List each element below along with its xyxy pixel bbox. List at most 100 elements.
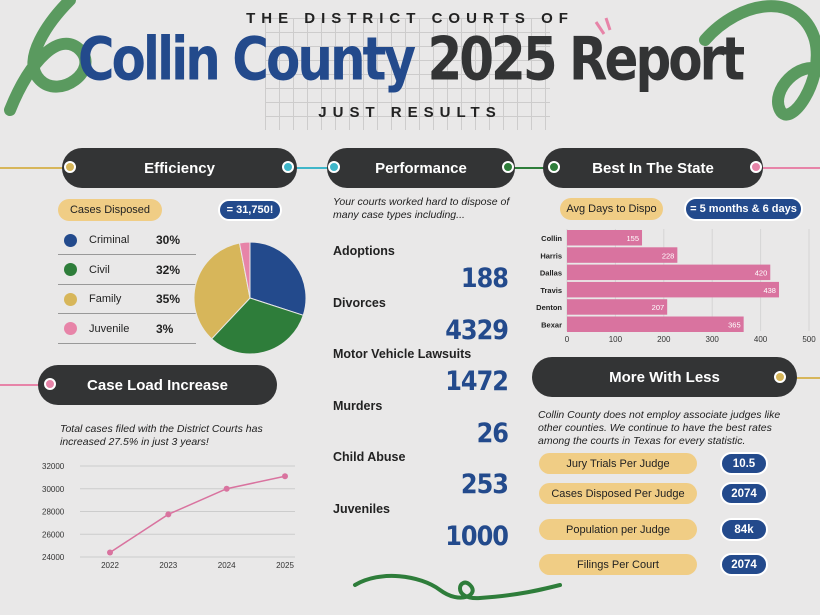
title-report: 2025 Report xyxy=(427,24,745,94)
page-title: Collin County 2025 Report xyxy=(0,24,820,94)
legend-item: Criminal 30% xyxy=(58,226,196,255)
case-type-count: 1000 xyxy=(445,520,509,552)
bar-value-label: 365 xyxy=(728,321,741,330)
stat-value: 2074 xyxy=(720,553,768,576)
dot-marker xyxy=(774,371,786,383)
dot-marker xyxy=(44,378,56,390)
x-tick-label: 400 xyxy=(754,335,768,344)
stat-value: 10.5 xyxy=(720,452,768,475)
legend-percent: 30% xyxy=(156,233,181,247)
line-series xyxy=(109,475,286,554)
y-tick-label: 30000 xyxy=(42,485,65,494)
dot-marker xyxy=(282,161,294,173)
y-tick-label: 24000 xyxy=(42,553,65,562)
dot-marker xyxy=(328,161,340,173)
connector-line xyxy=(508,167,554,169)
bar-chart: 0 100 200 300 400 500 Collin 155 Harris 228 Dallas… xyxy=(536,229,816,344)
line-chart: 24000 26000 28000 30000 32000 2022 2023 2024 202… xyxy=(42,462,295,570)
legend-percent: 35% xyxy=(156,292,181,306)
bar-denton xyxy=(567,299,668,315)
legend-percent: 3% xyxy=(156,321,174,336)
legend-label: Family xyxy=(89,293,122,305)
performance-header: Performance xyxy=(327,148,515,188)
stat-value: 2074 xyxy=(720,482,768,505)
dot-marker xyxy=(750,161,762,173)
bar-value-label: 228 xyxy=(662,251,675,260)
best-header: Best In The State xyxy=(543,148,763,188)
caseload-header: Case Load Increase xyxy=(38,365,277,405)
bar-value-label: 420 xyxy=(755,269,768,278)
connector-line xyxy=(288,167,334,169)
title-county: Collin County xyxy=(77,24,416,94)
stat-label: Filings Per Court xyxy=(539,554,697,575)
caseload-text: Total cases filed with the District Cour… xyxy=(60,423,263,448)
legend-label: Juvenile xyxy=(89,322,130,335)
case-type-count: 253 xyxy=(460,468,509,500)
stat-label: Jury Trials Per Judge xyxy=(539,453,697,474)
legend-item: Civil 32% xyxy=(58,256,196,285)
x-tick-label: 200 xyxy=(657,335,671,344)
pie-slice-family xyxy=(193,242,251,340)
legend-swatch-icon xyxy=(64,292,77,306)
cases-disposed-total: = 31,750! xyxy=(218,199,282,221)
line-point-2024 xyxy=(223,485,230,492)
efficiency-header: Efficiency xyxy=(62,148,297,188)
subtitle: JUST RESULTS xyxy=(318,104,502,121)
bar-value-label: 155 xyxy=(627,234,640,243)
pie-slice-juvenile xyxy=(238,241,251,299)
bar-value-label: 207 xyxy=(652,303,665,312)
dot-marker xyxy=(548,161,560,173)
connector-line xyxy=(780,377,820,379)
avg-days-value: = 5 months & 6 days xyxy=(684,197,803,221)
dot-marker xyxy=(502,161,514,173)
case-type-count: 26 xyxy=(476,417,509,449)
x-tick-label: 100 xyxy=(609,335,623,344)
connector-line xyxy=(0,384,50,386)
case-type-label: Divorces xyxy=(333,295,386,310)
bar-category-label: Denton xyxy=(536,303,562,312)
case-type-label: Juveniles xyxy=(333,502,390,516)
line-point-2025 xyxy=(282,473,288,480)
bar-category-label: Bexar xyxy=(541,321,562,330)
legend-swatch-icon xyxy=(64,322,77,335)
stat-value: 84k xyxy=(720,518,768,541)
avg-days-label: Avg Days to Dispo xyxy=(560,198,663,220)
legend-item: Family 35% xyxy=(58,285,196,314)
bar-dallas xyxy=(567,264,771,281)
case-type-label: Child Abuse xyxy=(333,450,406,465)
legend-label: Criminal xyxy=(89,234,130,246)
x-tick-label: 2024 xyxy=(218,561,236,570)
dot-marker xyxy=(64,161,76,173)
stat-label: Cases Disposed Per Judge xyxy=(539,483,697,504)
bar-category-label: Collin xyxy=(541,234,562,243)
x-tick-label: 300 xyxy=(706,335,720,344)
legend-label: Civil xyxy=(89,263,110,276)
title-grid-background xyxy=(265,18,550,130)
x-tick-label: 0 xyxy=(565,335,570,344)
stat-label: Population per Judge xyxy=(539,519,697,540)
pie-slice-criminal xyxy=(249,241,307,316)
line-point-2023 xyxy=(165,511,172,518)
x-tick-label: 2022 xyxy=(101,561,119,570)
x-tick-label: 500 xyxy=(802,335,816,344)
case-type-label: Murders xyxy=(333,398,383,413)
cases-disposed-label: Cases Disposed xyxy=(58,199,162,221)
legend-percent: 32% xyxy=(156,262,181,277)
bar-harris xyxy=(567,247,678,263)
pie-chart xyxy=(193,241,307,355)
more-header: More With Less xyxy=(532,357,797,397)
connector-line xyxy=(0,167,70,169)
bar-category-label: Harris xyxy=(540,251,562,260)
y-tick-label: 28000 xyxy=(42,508,65,517)
legend-swatch-icon xyxy=(64,233,77,247)
bar-value-label: 438 xyxy=(763,286,776,295)
bar-collin xyxy=(567,230,643,246)
legend-item: Juvenile 3% xyxy=(58,315,196,344)
bar-bexar xyxy=(567,316,744,332)
x-tick-label: 2025 xyxy=(276,561,294,570)
bar-category-label: Dallas xyxy=(540,269,562,278)
y-tick-label: 26000 xyxy=(42,530,65,539)
pre-title: THE DISTRICT COURTS OF xyxy=(246,10,574,27)
legend-swatch-icon xyxy=(64,263,77,276)
